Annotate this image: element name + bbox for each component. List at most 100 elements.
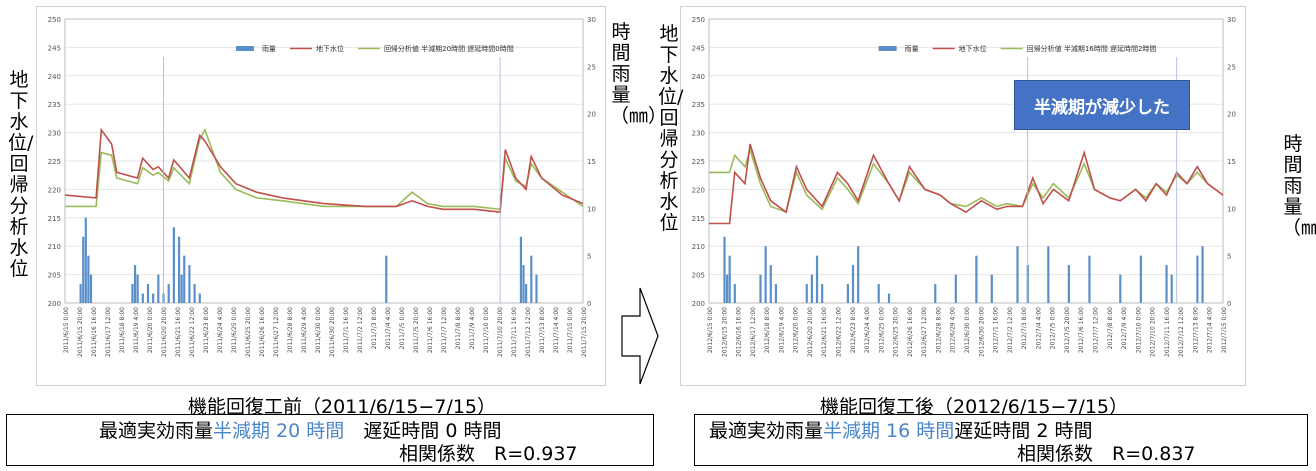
rain-bar	[157, 274, 160, 303]
y2-tick-label: 0	[587, 300, 591, 308]
legend-label: 回帰分析値 半減期16時間 遅延時間2時間	[1027, 44, 1157, 53]
rain-bar	[759, 274, 762, 303]
y-tick-label: 250	[48, 16, 61, 24]
rain-bar	[535, 274, 538, 303]
x-tick-label: 2011/6/21 16:00	[175, 307, 182, 357]
right-chart-ylabel-right: 時間雨量（㎜）	[1282, 133, 1316, 239]
x-tick-label: 2011/7/15 20:00	[581, 307, 588, 357]
y-tick-label: 220	[692, 186, 705, 194]
x-tick-label: 2012/6/15 0:00	[707, 307, 714, 353]
right-caption: 機能回復工後（2012/6/15−7/15）	[820, 396, 1129, 418]
y-tick-label: 215	[48, 215, 61, 223]
x-tick-label: 2012/7/1 16:00	[993, 307, 1000, 353]
x-tick-label: 2012/6/25 20:00	[893, 307, 900, 357]
x-tick-label: 2011/6/24 4:00	[217, 307, 224, 353]
groundwater-line	[64, 127, 584, 213]
y-tick-label: 205	[48, 272, 61, 280]
rain-bar	[136, 274, 139, 303]
y-tick-label: 240	[48, 73, 61, 81]
y-tick-label: 245	[692, 44, 705, 52]
x-tick-label: 2011/6/15 0:00	[63, 307, 70, 353]
rain-bar	[990, 274, 993, 303]
y-tick-label: 205	[692, 272, 705, 280]
x-tick-label: 2011/6/29 4:00	[301, 307, 308, 353]
x-tick-label: 2011/7/8 8:00	[455, 307, 462, 350]
right-box-correlation: 相関係数 R=0.837	[1017, 443, 1196, 465]
x-tick-label: 2012/7/10 20:00	[1150, 307, 1157, 357]
x-tick-label: 2012/7/13 8:00	[1192, 307, 1199, 353]
rain-bar	[519, 236, 523, 303]
x-tick-label: 2012/6/18 8:00	[764, 307, 771, 353]
rain-bar	[1170, 274, 1173, 303]
rain-bar	[1119, 274, 1122, 303]
rain-bar	[887, 293, 891, 303]
right-chart-ylabel-left: 地下水位/回帰分析水位	[658, 23, 684, 234]
rain-bar	[385, 255, 388, 303]
x-tick-label: 2012/6/17 12:00	[750, 307, 757, 357]
rain-bar	[1196, 255, 1199, 303]
right-result-box: 最適実効雨量半減期 16 時間遅延時間 2 時間 相関係数 R=0.837	[694, 414, 1308, 466]
x-tick-label: 2011/7/5 0:00	[399, 307, 406, 350]
x-tick-label: 2011/6/20 0:00	[147, 307, 154, 353]
rain-bar	[774, 284, 778, 303]
x-tick-label: 2011/6/27 12:00	[273, 307, 280, 357]
x-tick-label: 2011/7/15 0:00	[567, 307, 574, 353]
groundwater-line	[709, 143, 1224, 225]
x-tick-label: 2012/7/11 16:00	[1164, 307, 1171, 357]
left-chart-panel: 200 205 210 215 220 225 230 235 240 245 250 0 5 10 15 2…	[36, 6, 606, 386]
right-chart-panel: 200 205 210 215 220 225 230 235 240 245 250 0 5 10 15 2…	[680, 6, 1246, 386]
rain-bar	[89, 274, 93, 303]
left-box-delay: 遅延時間 0 時間	[363, 420, 502, 442]
rain-bar	[1139, 255, 1142, 303]
x-tick-label: 2012/7/7 12:00	[1093, 307, 1100, 353]
y2-tick-label: 15	[587, 158, 596, 166]
x-tick-label: 2012/7/9 4:00	[1121, 307, 1128, 350]
x-tick-label: 2012/7/2 12:00	[1007, 307, 1014, 353]
y2-tick-label: 15	[1227, 158, 1236, 166]
left-chart: 200 205 210 215 220 225 230 235 240 245 250 0 5 10 15 2…	[48, 16, 596, 357]
rain-bar	[183, 255, 186, 303]
x-tick-label: 2011/7/10 20:00	[497, 307, 504, 357]
rain-bar	[954, 274, 957, 303]
right-chart: 200 205 210 215 220 225 230 235 240 245 250 0 5 10 15 2…	[692, 16, 1236, 357]
rain-bar	[1088, 255, 1091, 303]
rain-bar	[133, 265, 137, 303]
y2-tick-label: 30	[1227, 16, 1236, 24]
x-tick-label: 2012/6/24 4:00	[864, 307, 871, 353]
x-tick-label: 2012/7/12 12:00	[1178, 307, 1185, 357]
y2-tick-label: 25	[587, 63, 596, 71]
left-chart-ylabel-right: 時間雨量（㎜）	[610, 21, 668, 127]
y2-tick-label: 10	[1227, 205, 1236, 213]
rain-bar	[821, 284, 824, 303]
rain-bar	[769, 265, 772, 303]
x-tick-label: 2012/6/20 0:00	[793, 307, 800, 353]
x-tick-label: 2011/6/20 20:00	[161, 307, 168, 357]
x-tick-label: 2011/7/12 12:00	[525, 307, 532, 357]
x-tick-label: 2011/6/22 12:00	[189, 307, 196, 357]
x-tick-label: 2011/6/25 20:00	[245, 307, 252, 357]
x-tick-label: 2011/7/11 16:00	[511, 307, 518, 357]
y2-tick-label: 0	[1227, 300, 1231, 308]
rain-bar	[167, 284, 170, 303]
rain-bar	[805, 284, 808, 303]
y-tick-label: 225	[48, 158, 61, 166]
x-tick-label: 2012/6/29 4:00	[950, 307, 957, 353]
x-tick-label: 2012/6/20 20:00	[807, 307, 814, 357]
x-tick-label: 2011/7/6 16:00	[427, 307, 434, 353]
y-tick-label: 230	[692, 130, 705, 138]
left-box-prefix: 最適実効雨量	[99, 420, 214, 442]
y-tick-label: 245	[48, 44, 61, 52]
x-tick-label: 2011/7/7 12:00	[441, 307, 448, 353]
x-tick-label: 2011/6/26 16:00	[259, 307, 266, 357]
rain-bar	[87, 255, 90, 303]
x-tick-label: 2011/7/10 0:00	[483, 307, 490, 353]
x-tick-label: 2011/7/5 20:00	[413, 307, 420, 353]
x-tick-label: 2012/6/26 16:00	[907, 307, 914, 357]
x-tick-label: 2011/7/9 4:00	[469, 307, 476, 350]
x-tick-label: 2012/7/3 8:00	[1021, 307, 1028, 350]
y2-tick-label: 20	[587, 111, 596, 119]
left-caption: 機能回復工前（2011/6/15−7/15）	[188, 396, 497, 418]
x-tick-label: 2012/7/10 0:00	[1135, 307, 1142, 353]
legend-label: 地下水位	[316, 44, 344, 53]
y-tick-label: 210	[48, 243, 61, 251]
